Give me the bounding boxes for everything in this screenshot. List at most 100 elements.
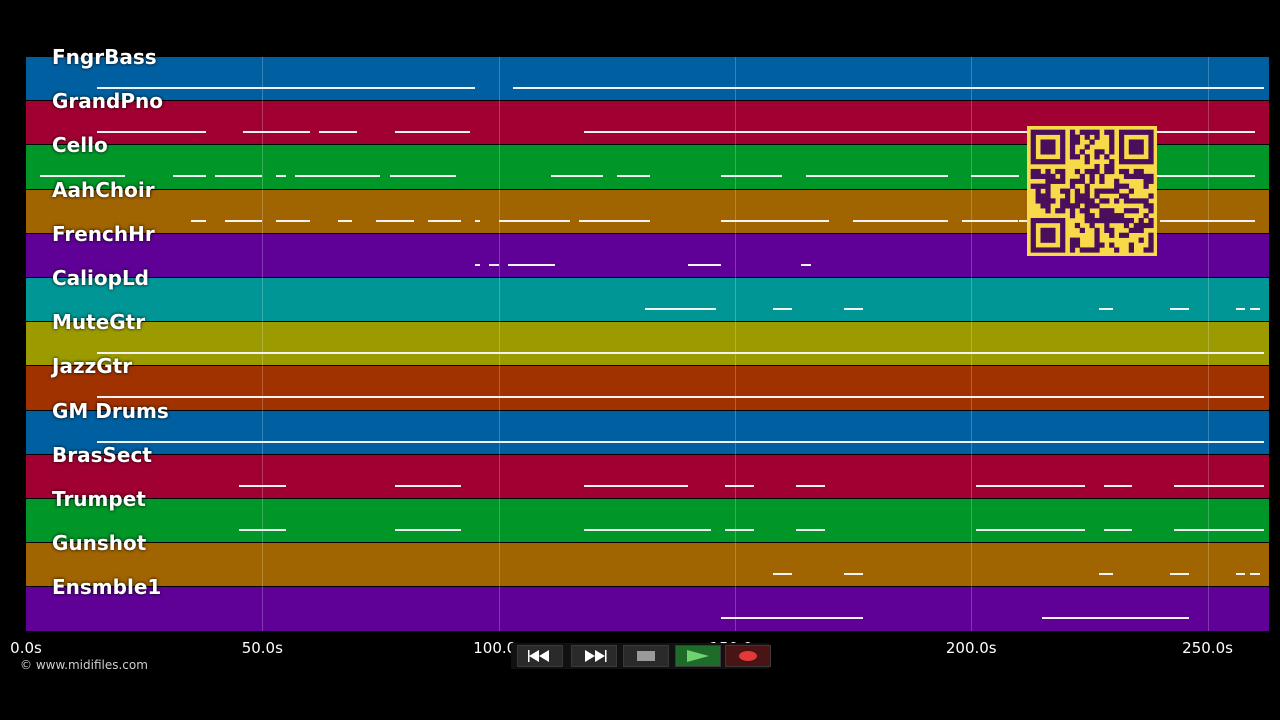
track-label: Gunshot <box>52 531 147 556</box>
grid-line <box>971 57 973 631</box>
note-segment <box>172 175 206 178</box>
note-segment <box>838 617 863 620</box>
note-segment <box>96 87 475 89</box>
note-segment <box>1056 484 1085 487</box>
record-button[interactable] <box>725 645 771 667</box>
note-segment <box>853 175 948 178</box>
time-tick-label: 50.0s <box>241 639 283 657</box>
note-segment <box>276 175 286 178</box>
track-label: FngrBass <box>52 45 157 69</box>
note-segment <box>971 175 995 178</box>
note-segment <box>276 219 310 222</box>
note-segment <box>512 87 721 89</box>
note-segment <box>96 131 206 134</box>
note-segment <box>238 529 286 531</box>
track-lane <box>26 57 1269 101</box>
note-segment <box>853 219 948 222</box>
note-segment <box>1103 529 1132 531</box>
note-segment <box>96 440 1265 443</box>
note-segment <box>725 529 754 531</box>
track-label: AahChoir <box>52 177 155 202</box>
note-segment <box>243 131 310 134</box>
note-segment <box>427 219 461 222</box>
note-segment <box>550 175 603 178</box>
note-segment <box>389 175 457 178</box>
note-segment <box>394 131 471 134</box>
play-button[interactable] <box>675 645 721 667</box>
note-segment <box>1250 573 1260 576</box>
time-tick-label: 0.0s <box>10 639 42 657</box>
note-segment <box>96 352 1265 355</box>
track-label: GM Drums <box>52 398 169 423</box>
track-label: BrasSect <box>52 442 152 467</box>
note-segment <box>1174 529 1265 531</box>
note-segment <box>375 219 414 222</box>
note-segment <box>645 308 717 310</box>
stop-button[interactable] <box>623 645 669 667</box>
note-segment <box>583 529 712 531</box>
note-segment <box>843 308 863 310</box>
note-segment <box>616 219 650 222</box>
track-lane <box>26 543 1269 587</box>
note-segment <box>394 484 461 487</box>
note-segment <box>616 175 650 178</box>
track-label: Trumpet <box>52 487 146 511</box>
note-segment <box>1169 308 1189 310</box>
grid-line <box>734 57 736 631</box>
track-label: CaliopLd <box>52 266 150 290</box>
rewind-button[interactable] <box>517 645 563 667</box>
record-icon <box>739 651 757 661</box>
note-segment <box>215 175 263 178</box>
note-segment <box>640 131 1043 134</box>
note-segment <box>1042 617 1099 620</box>
note-segment <box>1169 573 1189 576</box>
note-segment <box>725 484 754 487</box>
qr-code <box>1027 126 1157 256</box>
track-label: Ensmble1 <box>52 575 162 600</box>
grid-line <box>1207 57 1209 631</box>
note-segment <box>975 484 1066 487</box>
note-segment <box>1160 219 1255 222</box>
note-segment <box>772 617 839 620</box>
rewind-icon <box>528 650 549 662</box>
track-lane <box>26 454 1269 498</box>
track-label: FrenchHr <box>52 221 155 246</box>
track-lane <box>26 322 1269 366</box>
track-lane <box>26 278 1269 322</box>
note-segment <box>720 175 783 178</box>
note-segment <box>238 484 286 487</box>
track-label: GrandPno <box>52 89 163 114</box>
note-segment <box>295 175 381 178</box>
note-segment <box>508 263 556 266</box>
transport-controls <box>511 643 771 669</box>
note-segment <box>394 529 461 531</box>
note-segment <box>319 131 357 134</box>
note-segment <box>1089 175 1255 178</box>
fast-forward-button[interactable] <box>571 645 617 667</box>
note-segment <box>1103 484 1132 487</box>
note-segment <box>687 263 721 266</box>
note-segment <box>337 219 353 222</box>
note-segment <box>772 573 792 576</box>
note-segment <box>720 219 830 222</box>
note-segment <box>720 87 1265 89</box>
note-segment <box>96 396 1265 399</box>
note-segment <box>474 263 480 266</box>
track-label: MuteGtr <box>52 310 146 335</box>
track-lane <box>26 587 1269 631</box>
time-tick-label: 250.0s <box>1182 639 1233 657</box>
note-segment <box>474 219 480 222</box>
note-segment <box>1174 484 1265 487</box>
grid-line <box>262 57 264 631</box>
note-segment <box>975 529 1066 531</box>
note-segment <box>578 219 617 222</box>
note-segment <box>191 219 206 222</box>
note-segment <box>796 484 825 487</box>
note-segment <box>1098 617 1189 620</box>
track-lane <box>26 366 1269 410</box>
stop-icon <box>637 651 655 661</box>
note-segment <box>843 573 863 576</box>
note-segment <box>1235 308 1246 310</box>
note-segment <box>1056 529 1085 531</box>
play-icon <box>687 650 709 662</box>
